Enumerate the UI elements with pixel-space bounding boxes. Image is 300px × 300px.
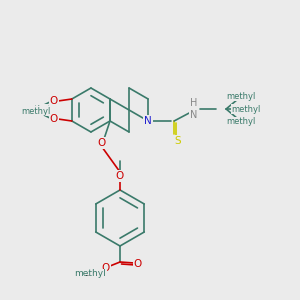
Text: O: O [50, 96, 58, 106]
Text: methyl: methyl [227, 117, 256, 126]
Text: O: O [134, 259, 142, 269]
Text: methyl: methyl [227, 92, 256, 100]
Text: methyl: methyl [231, 104, 261, 113]
Text: O: O [102, 263, 110, 273]
Text: O: O [98, 138, 106, 148]
Text: O: O [50, 114, 58, 124]
Text: methyl: methyl [86, 275, 91, 276]
Text: O: O [116, 171, 124, 181]
Text: N: N [144, 116, 152, 126]
Text: methyl: methyl [21, 104, 51, 113]
Text: H
N: H N [190, 98, 198, 120]
Text: methyl: methyl [74, 269, 106, 278]
Text: S: S [175, 136, 181, 146]
Text: methyl: methyl [21, 106, 51, 116]
